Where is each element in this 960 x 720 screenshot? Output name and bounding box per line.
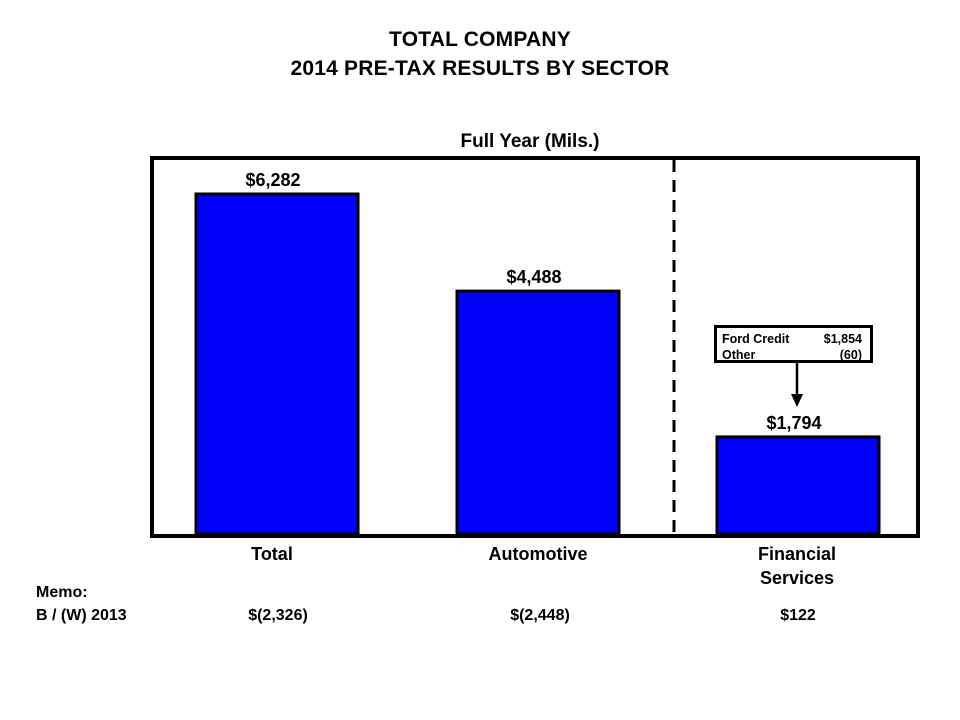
panel-title: Full Year (Mils.)	[460, 131, 600, 152]
callout-label: Other	[722, 348, 756, 362]
value-label-total: $6,282	[245, 170, 300, 190]
memo-value-automotive: $(2,448)	[510, 607, 570, 624]
callout-row: Other (60)	[722, 347, 862, 363]
memo-value-financial-services: $122	[780, 607, 816, 624]
memo-row-label: B / (W) 2013	[36, 607, 127, 624]
memo-value-total: $(2,326)	[248, 607, 308, 624]
memo-heading: Memo:	[36, 584, 88, 601]
bar-total	[194, 192, 360, 536]
callout-value: $1,854	[823, 332, 862, 346]
ford-credit-callout: Ford Credit $1,854 Other (60)	[714, 325, 873, 363]
plot-frame	[150, 156, 920, 538]
callout-arrow-head	[791, 394, 803, 407]
callout-label: Ford Credit	[722, 332, 790, 346]
chart-subtitle: 2014 PRE-TAX RESULTS BY SECTOR	[290, 57, 670, 80]
category-label-financial-services: Financial Services	[697, 542, 897, 590]
value-label-financial-services: $1,794	[766, 413, 821, 433]
bar-automotive	[455, 289, 621, 536]
callout-value: (60)	[839, 348, 862, 362]
category-label-line: Services	[759, 568, 835, 588]
value-label-automotive: $4,488	[506, 267, 561, 287]
category-label-line: Financial	[757, 544, 837, 564]
category-label-automotive: Automotive	[488, 544, 588, 564]
chart-title: TOTAL COMPANY	[389, 28, 571, 51]
callout-row: Ford Credit $1,854	[722, 331, 862, 347]
bar-financial-services	[715, 435, 881, 536]
category-label-total: Total	[251, 544, 293, 564]
